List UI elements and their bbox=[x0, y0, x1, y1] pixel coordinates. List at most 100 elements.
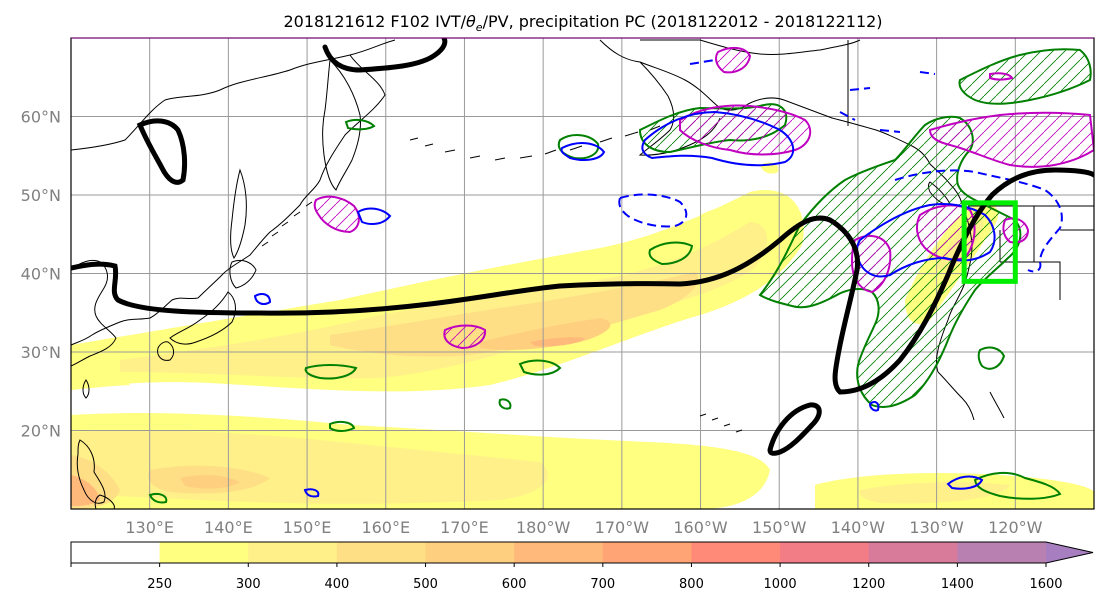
colorbar-segment-9 bbox=[868, 542, 958, 563]
colorbar-label-8: 1200 bbox=[852, 577, 885, 592]
ivt-patch-north bbox=[700, 205, 745, 222]
colorbar-segment-10 bbox=[957, 542, 1047, 563]
lon-label-7: 160°W bbox=[673, 518, 728, 537]
theta-blue-small-6 bbox=[868, 401, 880, 412]
colorbar-label-5: 700 bbox=[590, 577, 615, 592]
colorbar-label-9: 1400 bbox=[941, 577, 974, 592]
colorbar-label-3: 500 bbox=[413, 577, 438, 592]
pv-contours bbox=[71, 38, 1094, 456]
lat-label-3: 50°N bbox=[21, 186, 61, 205]
coast-baja bbox=[937, 371, 1005, 421]
coast-sakhalin bbox=[230, 168, 247, 259]
colorbar-segment-7 bbox=[691, 542, 781, 563]
theta-blue-nw-dashed bbox=[618, 193, 688, 228]
colorbar-label-6: 800 bbox=[679, 577, 704, 592]
colorbar-label-2: 400 bbox=[324, 577, 349, 592]
colorbar-segment-5 bbox=[514, 542, 604, 563]
coast-kamchatka bbox=[322, 58, 361, 191]
coast-philippines bbox=[76, 439, 106, 504]
precip-green-3 bbox=[304, 364, 358, 380]
coast-aleutians bbox=[409, 125, 661, 161]
precip-magenta-mid bbox=[850, 234, 892, 294]
precip-magenta-small bbox=[989, 72, 1014, 81]
theta-e-contours bbox=[253, 59, 1063, 498]
theta-blue-small-5 bbox=[303, 488, 320, 498]
colorbar-segment-8 bbox=[780, 542, 870, 563]
precip-green-2 bbox=[648, 241, 694, 266]
theta-blue-small-3 bbox=[253, 293, 272, 305]
latitude-labels: 20°N 30°N 40°N 50°N 60°N bbox=[21, 108, 61, 441]
ivt-band-400 bbox=[120, 222, 768, 379]
coast-taiwan bbox=[82, 379, 90, 399]
map-panel bbox=[70, 37, 1095, 510]
highlight-box bbox=[961, 200, 1018, 284]
colorbar-segment-2 bbox=[248, 542, 338, 563]
colorbar-label-7: 1000 bbox=[764, 577, 797, 592]
precip-green-6 bbox=[329, 420, 356, 432]
colorbar-segment-1 bbox=[159, 542, 249, 563]
lon-label-2: 150°E bbox=[283, 518, 332, 537]
colorbar-label-10: 1600 bbox=[1029, 577, 1062, 592]
pv-south-loop bbox=[767, 402, 822, 456]
precip-green-5 bbox=[344, 118, 376, 131]
lon-label-0: 130°E bbox=[125, 518, 174, 537]
ivt-south-600 bbox=[180, 474, 240, 489]
coast-japan-hokkaido bbox=[229, 259, 257, 289]
theta-blue-small-1 bbox=[560, 142, 606, 161]
precip-magenta-central bbox=[443, 324, 487, 350]
coast-kuril bbox=[261, 201, 313, 247]
coast-alaska-north bbox=[640, 39, 861, 55]
longitude-labels: 130°E 140°E 150°E 160°E 170°E 180°W 170°W 160°W… bbox=[125, 518, 1042, 537]
lon-label-4: 170°E bbox=[440, 518, 489, 537]
precip-green-9 bbox=[498, 398, 512, 410]
precip-green-8 bbox=[977, 346, 1006, 370]
lon-label-6: 170°W bbox=[595, 518, 650, 537]
ivt-band-500 bbox=[330, 272, 699, 357]
precip-green-4 bbox=[518, 359, 562, 376]
theta-blue-ak bbox=[641, 110, 795, 167]
colorbar-segment-0 bbox=[71, 542, 161, 563]
ivt-sw-corner-700 bbox=[71, 475, 100, 506]
theta-blue-top-dashed bbox=[689, 59, 936, 133]
theta-blue-small-2 bbox=[356, 207, 392, 225]
precip-magenta-top bbox=[715, 46, 752, 74]
lon-label-10: 130°W bbox=[909, 518, 964, 537]
lon-label-1: 140°E bbox=[204, 518, 253, 537]
colorbar: 250 300 400 500 600 700 800 1000 1200 1400 1600 bbox=[70, 541, 1094, 592]
coast-japan-kyushu bbox=[157, 341, 175, 361]
pv-siberia-loop bbox=[136, 118, 188, 185]
colorbar-label-1: 300 bbox=[236, 577, 261, 592]
lon-label-8: 150°W bbox=[752, 518, 807, 537]
coast-philippines-south bbox=[94, 494, 115, 509]
precip-green-nw bbox=[958, 48, 1092, 105]
lat-label-2: 40°N bbox=[21, 265, 61, 284]
precip-negative-contours bbox=[313, 46, 1094, 350]
colorbar-extension bbox=[1046, 542, 1093, 563]
ivt-core-700 bbox=[530, 337, 585, 347]
lon-label-11: 120°W bbox=[988, 518, 1043, 537]
precip-magenta-ak bbox=[679, 104, 812, 156]
lat-label-1: 30°N bbox=[21, 343, 61, 362]
precip-magenta-nw bbox=[928, 111, 1094, 168]
lon-label-5: 180°W bbox=[516, 518, 571, 537]
coast-japan-honshu bbox=[169, 291, 236, 345]
colorbar-label-4: 600 bbox=[502, 577, 527, 592]
precip-green-7 bbox=[148, 492, 168, 504]
lon-label-9: 140°W bbox=[831, 518, 886, 537]
precip-green-se bbox=[973, 472, 1062, 500]
theta-blue-small-4 bbox=[946, 475, 984, 490]
pv-north-contour bbox=[322, 38, 448, 73]
precip-magenta-west bbox=[313, 195, 360, 234]
colorbar-segment-3 bbox=[336, 542, 427, 563]
ivt-west-edge bbox=[71, 345, 130, 390]
colorbar-segment-4 bbox=[425, 542, 515, 563]
lat-label-0: 20°N bbox=[21, 422, 61, 441]
theta-blue-ne-dashed bbox=[894, 169, 1063, 273]
colorbar-label-0: 250 bbox=[147, 577, 172, 592]
figure-title: 2018121612 F102 IVT/θe/PV, precipitation… bbox=[283, 12, 882, 34]
colorbar-outline bbox=[70, 541, 1094, 564]
lon-label-3: 160°E bbox=[361, 518, 410, 537]
colorbar-segment-6 bbox=[602, 542, 692, 563]
lat-label-4: 60°N bbox=[21, 108, 61, 127]
